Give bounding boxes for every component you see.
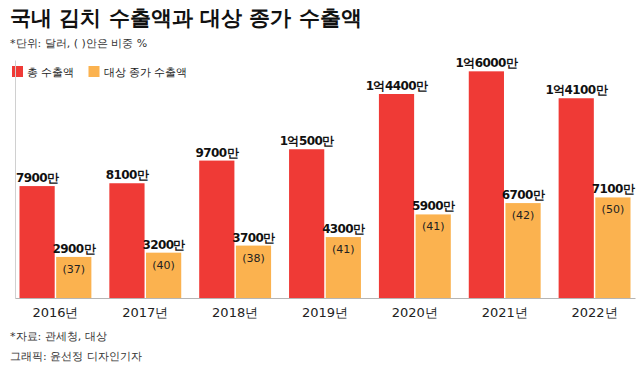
share-label: (41) [422, 220, 445, 233]
data-labels: 7900만 8100만 9700만 1억500만 1억4400만 1억6000만 1억410… [16, 56, 635, 276]
data-label: 1억4100만 [545, 83, 607, 97]
share-label: (41) [332, 243, 355, 256]
bar [199, 161, 234, 298]
legend-label: 총 수출액 [27, 66, 75, 79]
x-tick-label: 2016년 [32, 305, 78, 320]
x-axis-line [16, 298, 636, 299]
bar [469, 71, 504, 298]
x-tick: 2017년 [122, 298, 168, 320]
bar [379, 94, 414, 298]
legend-item: 대상 종가 수출액 [89, 66, 188, 79]
x-tick-label: 2019년 [302, 305, 348, 320]
data-label: 1억500만 [280, 134, 334, 148]
x-tick: 2022년 [572, 298, 618, 320]
x-tick-label: 2021년 [482, 305, 528, 320]
legend-item: 총 수출액 [12, 66, 75, 79]
data-label: 1억4400만 [366, 79, 428, 93]
x-tick-label: 2018년 [212, 305, 258, 320]
bar [289, 149, 324, 298]
bar [416, 214, 451, 298]
data-label: 5900만 [412, 199, 455, 213]
bar [56, 257, 91, 298]
data-label: 3700만 [232, 231, 275, 245]
bar [559, 98, 594, 298]
credit: 그래픽: 윤선정 디자인기자 [10, 350, 142, 363]
data-label: 8100만 [106, 168, 149, 182]
legend: 총 수출액 대상 종가 수출액 [12, 66, 188, 79]
share-label: (37) [62, 263, 85, 276]
x-tick: 2016년 [32, 298, 78, 320]
data-label: 7900만 [16, 171, 59, 185]
share-label: (40) [152, 259, 175, 272]
share-label: (38) [242, 252, 265, 265]
bar [326, 237, 361, 298]
legend-label: 대상 종가 수출액 [104, 66, 188, 79]
bar [146, 253, 181, 298]
data-label: 2900만 [53, 242, 96, 256]
bar [19, 186, 54, 298]
share-label: (42) [512, 209, 535, 222]
bar [109, 183, 144, 298]
legend-swatch [89, 66, 100, 77]
data-label: 3200만 [142, 238, 185, 252]
x-tick: 2019년 [302, 298, 348, 320]
x-tick-label: 2022년 [572, 305, 618, 320]
x-axis: 2016년 2017년 2018년 2019년 2020년 2021년 2022년 [16, 298, 636, 320]
bars [19, 71, 630, 298]
data-label: 4300만 [322, 222, 365, 236]
data-label: 9700만 [196, 146, 239, 160]
x-tick: 2020년 [392, 298, 438, 320]
data-label: 7100만 [592, 182, 635, 196]
chart: 국내 김치 수출액과 대상 종가 수출액 *단위: 달러, ( )안은 비중 % 총… [0, 0, 640, 371]
title: 국내 김치 수출액과 대상 종가 수출액 [10, 6, 362, 30]
share-label: (50) [602, 203, 625, 216]
data-label: 1억6000만 [456, 56, 518, 70]
x-tick: 2021년 [482, 298, 528, 320]
subtitle: *단위: 달러, ( )안은 비중 % [10, 37, 147, 50]
legend-swatch [12, 66, 23, 77]
bar [595, 197, 630, 298]
source: *자료: 관세청, 대상 [10, 330, 107, 343]
bar [505, 203, 540, 298]
x-tick: 2018년 [212, 298, 258, 320]
x-tick-label: 2020년 [392, 305, 438, 320]
data-label: 6700만 [502, 188, 545, 202]
bar [236, 246, 271, 298]
x-tick-label: 2017년 [122, 305, 168, 320]
